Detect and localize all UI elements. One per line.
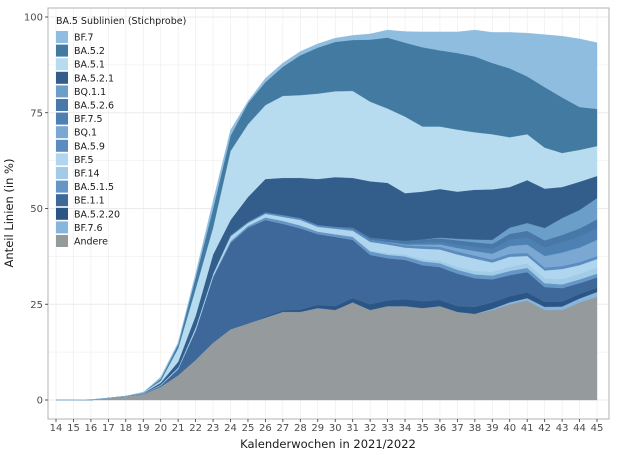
x-tick-label: 43: [556, 423, 569, 434]
x-tick-label: 33: [381, 423, 394, 434]
legend-swatch: [56, 194, 68, 207]
y-tick-label: 25: [30, 300, 43, 311]
x-tick-label: 39: [486, 423, 499, 434]
legend-label: BF.7.6: [74, 223, 103, 234]
legend-title: BA.5 Sublinien (Stichprobe): [56, 16, 186, 27]
legend-swatch: [56, 235, 68, 247]
area-bf-7: [56, 29, 598, 401]
legend-label: BQ.1.1: [74, 87, 106, 98]
legend-label: BA.5.2.20: [74, 209, 120, 220]
x-tick-label: 21: [172, 423, 185, 434]
x-tick-label: 20: [154, 423, 167, 434]
legend-label: BA.5.2: [74, 46, 105, 57]
areas: [56, 29, 598, 401]
x-tick-label: 37: [451, 423, 464, 434]
x-axis-title: Kalenderwochen in 2021/2022: [240, 437, 416, 451]
x-tick-label: 38: [468, 423, 481, 434]
y-tick-label: 50: [30, 204, 43, 215]
x-tick-label: 24: [224, 423, 237, 434]
legend-label: BF.14: [74, 169, 100, 180]
axes: 14 15 16 17 18 19 20 21 22 23 24 25 26 27 28 29 30 31 32 33…: [24, 13, 603, 435]
x-tick-label: 23: [207, 423, 220, 434]
x-tick-label: 31: [346, 423, 359, 434]
x-tick-label: 15: [67, 423, 80, 434]
legend-swatch: [56, 58, 68, 71]
legend-label: BA.5.1.5: [74, 182, 114, 193]
legend-label: BQ.1: [74, 128, 97, 139]
legend-label: BE.1.1: [74, 196, 105, 207]
y-tick-label: 100: [24, 13, 43, 24]
x-tick-label: 40: [503, 423, 516, 434]
legend: BA.5 Sublinien (Stichprobe) BF.7 BA.5.2 BA…: [56, 16, 186, 248]
legend-swatch: [56, 85, 68, 98]
x-tick-label: 35: [416, 423, 429, 434]
legend-swatch: [56, 167, 68, 179]
y-axis-title: Anteil Linien (in %): [2, 159, 16, 268]
x-tick-label: 32: [364, 423, 377, 434]
x-tick-label: 28: [294, 423, 307, 434]
x-tick-label: 16: [85, 423, 98, 434]
legend-label: BF.7.5: [74, 114, 103, 125]
legend-swatch: [56, 139, 68, 152]
y-tick-label: 75: [30, 108, 43, 119]
x-tick-label: 45: [591, 423, 604, 434]
legend-label: BA.5.1: [74, 60, 105, 71]
x-tick-label: 42: [538, 423, 551, 434]
y-tick-label: 0: [37, 396, 43, 407]
legend-swatch: [56, 71, 68, 84]
legend-label: BA.5.2.1: [74, 73, 114, 84]
legend-swatch: [56, 126, 68, 139]
legend-swatch: [56, 99, 68, 111]
legend-swatch: [56, 153, 68, 166]
legend-label: Andere: [74, 237, 108, 248]
x-tick-label: 14: [50, 423, 63, 434]
legend-swatch: [56, 44, 68, 57]
legend-swatch: [56, 221, 68, 234]
legend-swatch: [56, 31, 68, 43]
legend-label: BA.5.2.6: [74, 101, 114, 112]
legend-label: BF.5: [74, 155, 94, 166]
x-tick-label: 22: [189, 423, 202, 434]
legend-swatch: [56, 180, 68, 193]
x-tick-label: 25: [242, 423, 255, 434]
x-tick-label: 26: [259, 423, 272, 434]
x-tick-label: 30: [329, 423, 342, 434]
x-tick-label: 29: [311, 423, 324, 434]
legend-swatch: [56, 112, 68, 125]
x-tick-label: 17: [102, 423, 115, 434]
x-tick-label: 44: [573, 423, 586, 434]
legend-swatch: [56, 207, 68, 220]
x-tick-label: 36: [434, 423, 447, 434]
x-tick-label: 41: [521, 423, 534, 434]
x-tick-label: 19: [137, 423, 150, 434]
x-tick-label: 27: [277, 423, 290, 434]
x-tick-label: 34: [399, 423, 412, 434]
legend-label: BF.7: [74, 33, 94, 44]
x-tick-label: 18: [119, 423, 132, 434]
legend-label: BA.5.9: [74, 141, 105, 152]
